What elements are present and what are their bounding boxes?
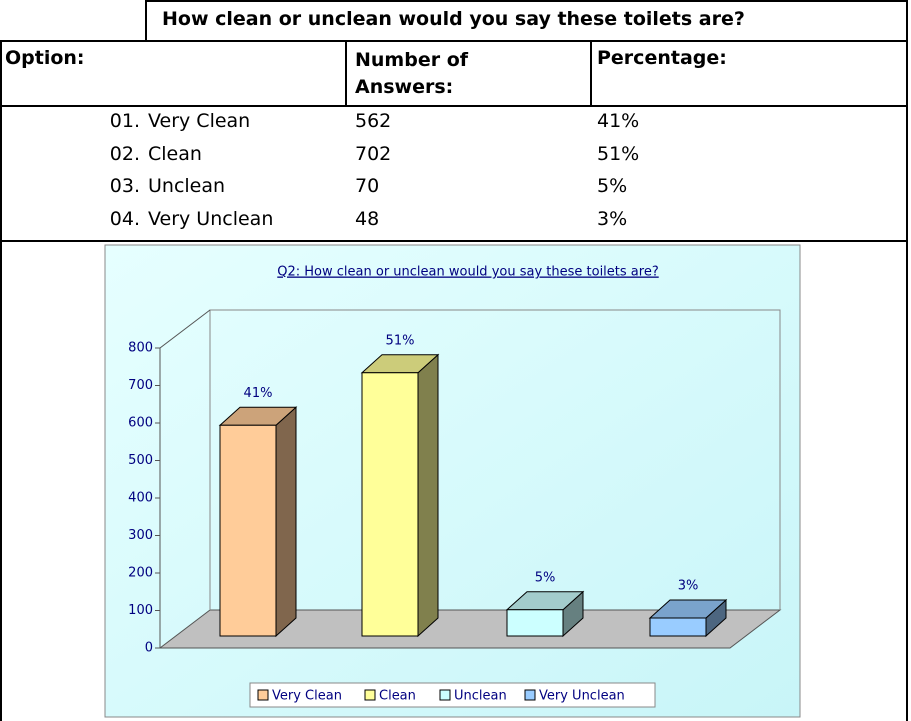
bar-side [275,406,297,638]
cell: 5% [597,175,628,197]
cell: 48 [355,207,380,230]
cell: 702 [355,142,392,165]
border [0,40,908,42]
y-tick-label: 800 [128,341,153,356]
bar [506,609,564,637]
y-tick-label: 200 [128,566,153,581]
cell: 02. [109,142,140,165]
value-label: 3% [678,579,699,594]
legend-swatch [257,689,269,701]
border [0,240,908,242]
legend-label: Very Clean [272,689,342,704]
legend-label: Unclean [454,689,507,704]
y-tick-label: 700 [128,378,153,393]
y-tick-label: 500 [128,453,153,468]
back-wall [209,309,781,610]
value-label: 5% [535,570,556,585]
border [590,40,592,106]
border [0,105,908,107]
border [145,0,147,40]
cell: 41% [597,110,640,132]
legend-label: Clean [379,689,416,704]
value-label: 41% [244,386,273,401]
y-tick-label: 300 [128,528,153,543]
legend-label: Very Unclean [539,689,625,704]
cell: 70 [355,175,380,197]
value-label: 51% [386,333,415,348]
cell: 562 [355,110,392,132]
y-tick-label: 0 [145,641,153,656]
bar [219,424,277,637]
border [345,40,347,106]
cell: Very Unclean [148,207,274,230]
border [906,0,908,721]
bar-side [417,353,439,638]
cell: 01. [109,110,140,132]
header: Number of Answers: [355,49,469,98]
cell: 51% [597,142,640,165]
chart-title: Q2: How clean or unclean would you say t… [277,265,658,280]
cell: 3% [597,207,628,230]
legend [249,682,656,708]
cell: 03. [109,175,140,197]
cell: 04. [109,207,140,230]
cell: Unclean [148,175,226,197]
bar [361,372,419,637]
legend-swatch [364,689,376,701]
y-tick-label: 600 [128,416,153,431]
border [145,0,908,2]
y-tick-label: 400 [128,491,153,506]
header: Percentage: [597,47,727,69]
cell: Clean [148,142,202,165]
table-title: How clean or unclean would you say these… [162,8,745,30]
legend-swatch [439,689,451,701]
bar [649,617,707,637]
cell: Very Clean [148,110,251,132]
border [0,40,2,721]
legend-swatch [524,689,536,701]
y-tick-label: 100 [128,603,153,618]
header: Option: [5,47,85,69]
